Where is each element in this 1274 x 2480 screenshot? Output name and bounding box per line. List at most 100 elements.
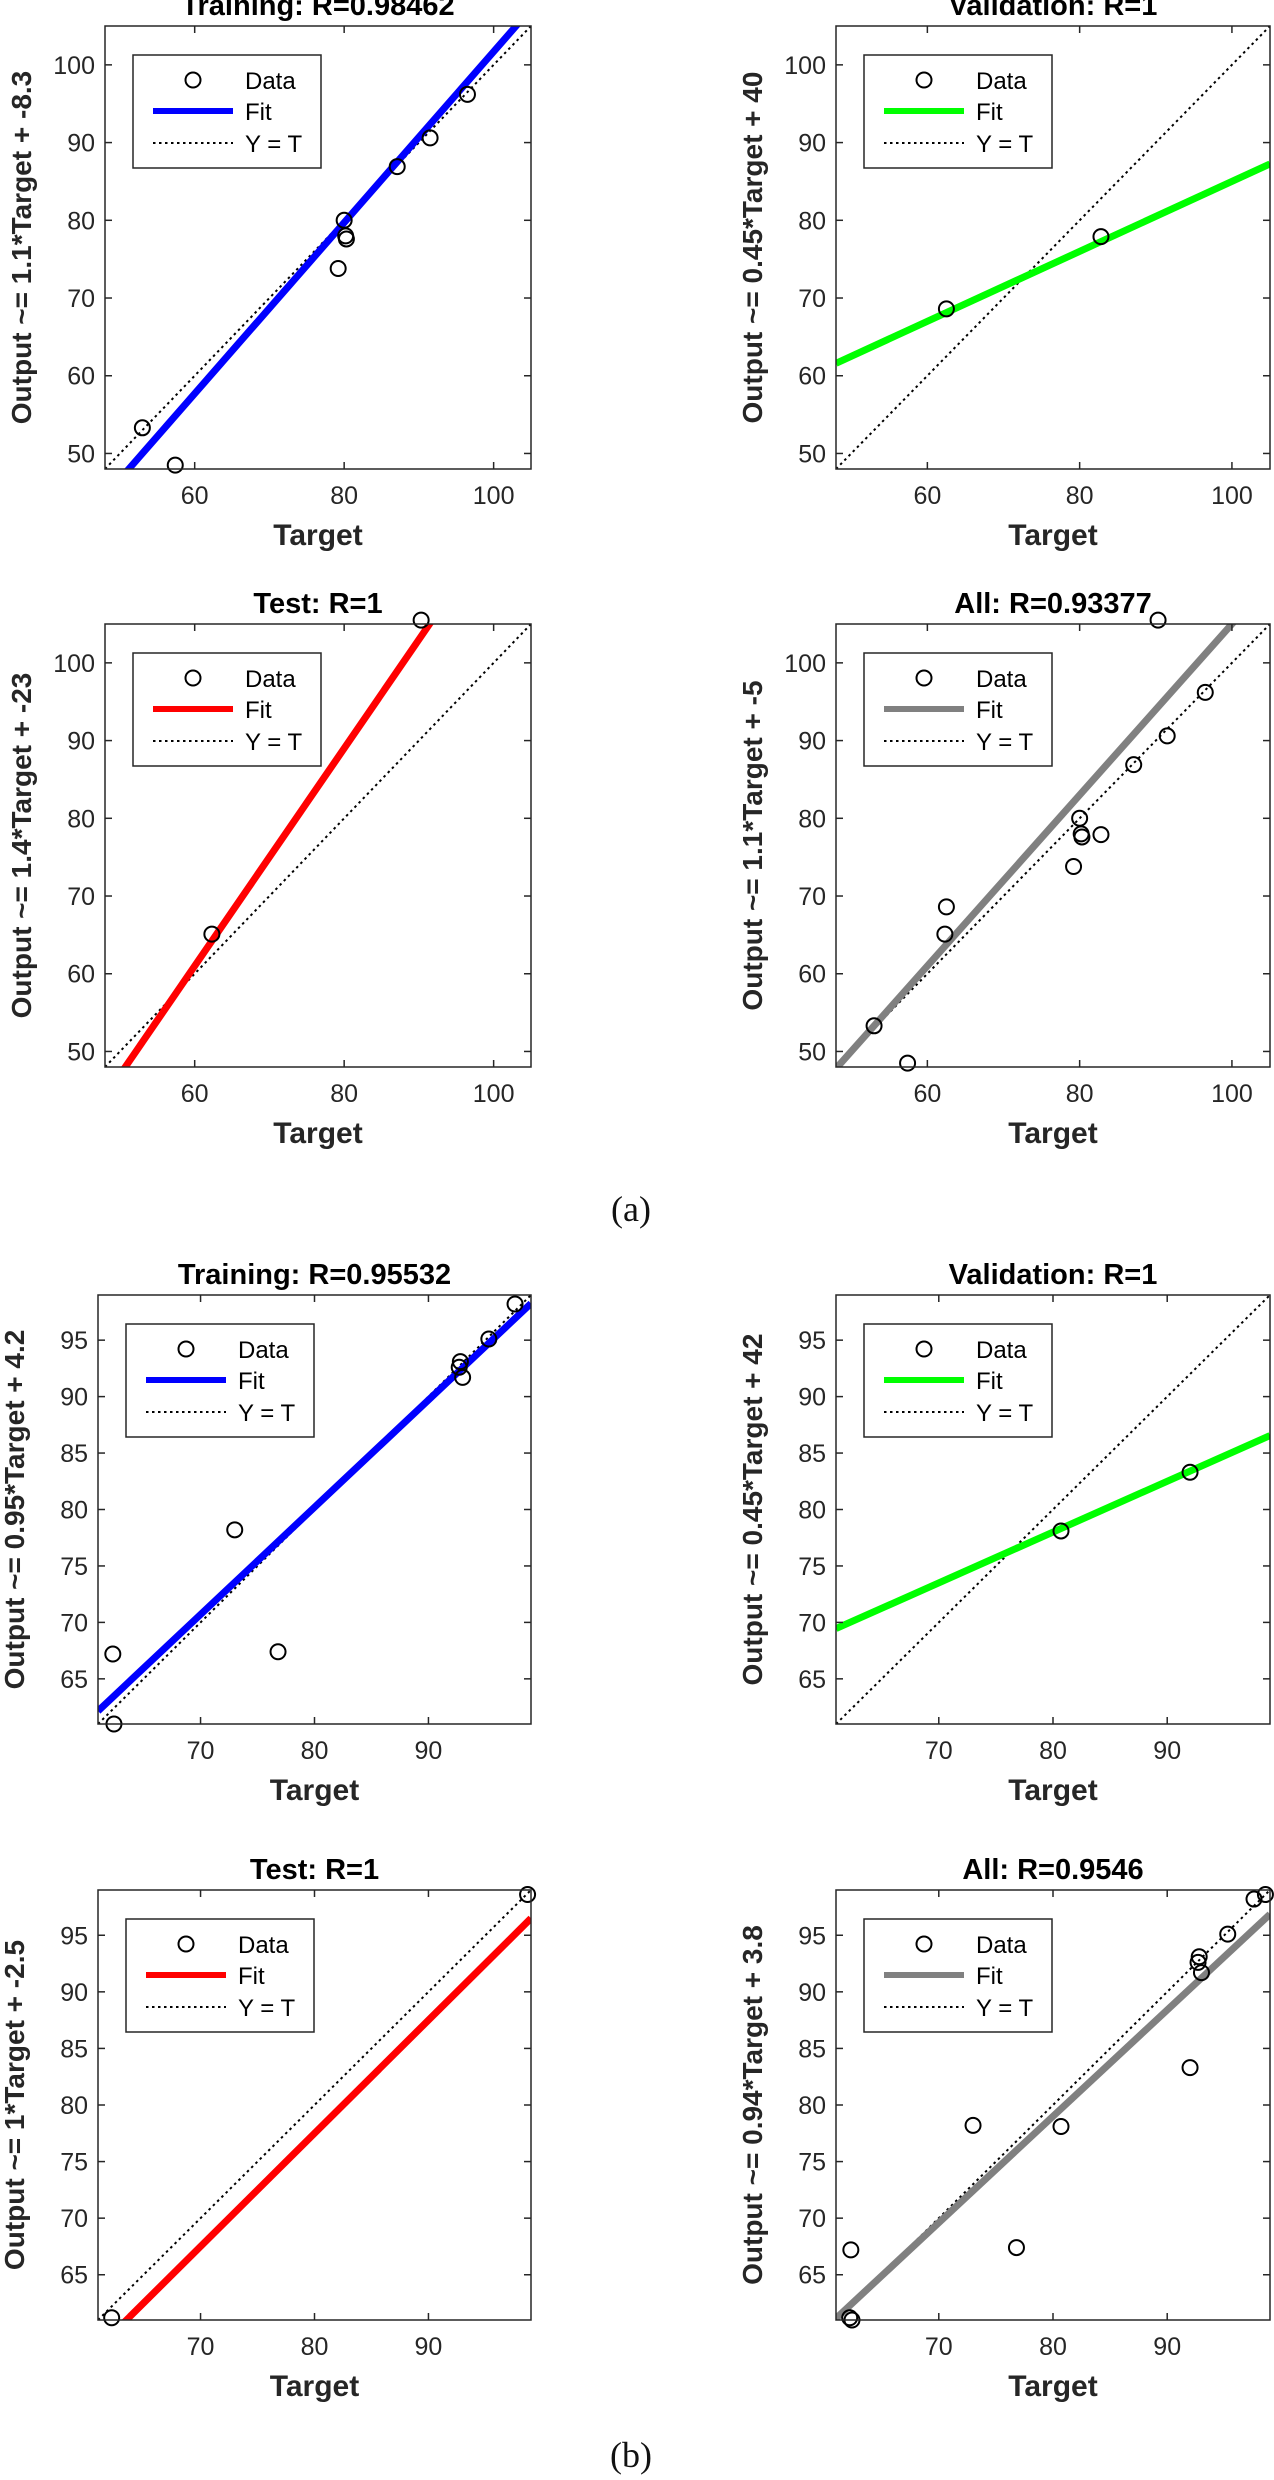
legend-data-marker xyxy=(915,1935,933,1953)
legend-label: Data xyxy=(238,1337,289,1364)
legend-label: Fit xyxy=(238,1963,265,1990)
legend-data-marker xyxy=(915,71,933,89)
x-tick-label: 80 xyxy=(301,1737,329,1765)
data-point xyxy=(329,259,347,277)
fit-line xyxy=(836,624,1237,1067)
legend-label: Y = T xyxy=(976,1400,1033,1427)
y-tick-label: 70 xyxy=(67,883,95,911)
y-tick-label: 80 xyxy=(798,1497,826,1525)
axes-frame xyxy=(835,25,1271,470)
x-axis-label: Target xyxy=(1008,519,1097,552)
y-tick-label: 70 xyxy=(798,2205,826,2233)
chart-panel: 70 80 90 65 70 75 80 85 90 95 Training: R=0.95532 T… xyxy=(0,1259,532,1807)
x-tick-label: 80 xyxy=(330,482,358,510)
data-point xyxy=(1007,2239,1025,2257)
x-tick-label: 80 xyxy=(1039,1737,1067,1765)
y-tick-label: 80 xyxy=(798,2092,826,2120)
data-point xyxy=(269,1643,287,1661)
chart-title: All: R=0.93377 xyxy=(954,588,1151,620)
x-tick-label: 90 xyxy=(1153,2333,1181,2361)
data-point xyxy=(1196,683,1214,701)
data-point xyxy=(1190,1948,1208,1966)
data-point xyxy=(936,925,954,943)
fit-line xyxy=(121,624,434,1067)
legend-label: Data xyxy=(238,1932,289,1959)
chart-title: Test: R=1 xyxy=(250,1854,379,1886)
y-tick-label: 60 xyxy=(67,961,95,989)
x-tick-label: 60 xyxy=(181,482,209,510)
legend: Data Fit Y = T xyxy=(132,652,322,767)
y-tick-label: 80 xyxy=(798,805,826,833)
fit-line xyxy=(121,1915,531,2320)
chart-panel: 70 80 90 65 70 75 80 85 90 95 Test: R=1 Target Outpu… xyxy=(0,1854,537,2403)
x-tick-label: 70 xyxy=(925,1737,953,1765)
legend-label: Y = T xyxy=(238,1995,295,2022)
y-tick-label: 70 xyxy=(798,285,826,313)
x-axis-label: Target xyxy=(1008,1774,1097,1807)
legend-label: Fit xyxy=(245,99,272,126)
x-tick-label: 100 xyxy=(473,1080,515,1108)
axes-frame xyxy=(104,25,532,470)
x-tick-label: 70 xyxy=(925,2333,953,2361)
legend: Data Fit Y = T xyxy=(125,1323,315,1438)
legend-data-marker xyxy=(915,1340,933,1358)
data-point xyxy=(421,129,439,147)
y-tick-label: 60 xyxy=(798,363,826,391)
legend-label: Y = T xyxy=(976,729,1033,756)
y-tick-label: 95 xyxy=(60,1922,88,1950)
legend: Data Fit Y = T xyxy=(125,1918,315,2033)
data-point xyxy=(1125,756,1143,774)
y-tick-label: 90 xyxy=(798,1384,826,1412)
x-axis-label: Target xyxy=(1008,1117,1097,1150)
y-tick-label: 50 xyxy=(798,1038,826,1066)
legend-label: Fit xyxy=(245,697,272,724)
y-tick-label: 90 xyxy=(60,1979,88,2007)
y-tick-label: 65 xyxy=(60,1666,88,1694)
legend-label: Fit xyxy=(976,99,1003,126)
legend-label: Fit xyxy=(976,697,1003,724)
data-point xyxy=(1149,611,1167,629)
legend-label: Y = T xyxy=(245,131,302,158)
data-point xyxy=(937,300,955,318)
data-point xyxy=(506,1295,524,1313)
x-tick-label: 90 xyxy=(1153,1737,1181,1765)
y-tick-label: 70 xyxy=(67,285,95,313)
data-point xyxy=(454,1368,472,1386)
x-axis-label: Target xyxy=(273,1117,362,1150)
chart-panel: 60 80 100 50 60 70 80 90 100 Test: R=1 Target Outpu… xyxy=(6,588,532,1150)
chart-title: Training: R=0.98462 xyxy=(181,0,454,22)
data-point xyxy=(1158,727,1176,745)
y-tick-label: 75 xyxy=(60,2149,88,2177)
y-tick-label: 75 xyxy=(60,1553,88,1581)
y-tick-label: 75 xyxy=(798,1553,826,1581)
y-tick-label: 70 xyxy=(798,1609,826,1637)
data-point xyxy=(899,1054,917,1072)
x-tick-label: 90 xyxy=(415,2333,443,2361)
identity-line xyxy=(836,624,1270,1067)
legend: Data Fit Y = T xyxy=(132,54,322,169)
x-tick-label: 70 xyxy=(187,2333,215,2361)
y-tick-label: 60 xyxy=(798,961,826,989)
y-axis-label: Output ~= 1.4*Target + -23 xyxy=(6,673,37,1019)
y-tick-label: 65 xyxy=(798,2262,826,2290)
data-point xyxy=(937,898,955,916)
data-point xyxy=(1092,826,1110,844)
data-point xyxy=(1256,1886,1274,1904)
data-point xyxy=(1189,1953,1207,1971)
x-axis-label: Target xyxy=(1008,2370,1097,2403)
data-point xyxy=(166,456,184,474)
y-tick-label: 95 xyxy=(60,1327,88,1355)
chart-panel: 70 80 90 65 70 75 80 85 90 95 Validation: R=1 Targe… xyxy=(737,1259,1271,1807)
legend-label: Data xyxy=(976,666,1027,693)
x-tick-label: 80 xyxy=(330,1080,358,1108)
y-tick-label: 70 xyxy=(60,1609,88,1637)
y-tick-label: 80 xyxy=(67,805,95,833)
chart-panel: 70 80 90 65 70 75 80 85 90 95 All: R=0.9546 Target O… xyxy=(737,1854,1274,2403)
legend: Data Fit Y = T xyxy=(863,1918,1053,2033)
data-point xyxy=(388,158,406,176)
x-tick-label: 60 xyxy=(913,482,941,510)
y-tick-label: 85 xyxy=(60,2035,88,2063)
y-tick-label: 70 xyxy=(798,883,826,911)
chart-title: Validation: R=1 xyxy=(949,1259,1158,1291)
y-tick-label: 80 xyxy=(67,207,95,235)
